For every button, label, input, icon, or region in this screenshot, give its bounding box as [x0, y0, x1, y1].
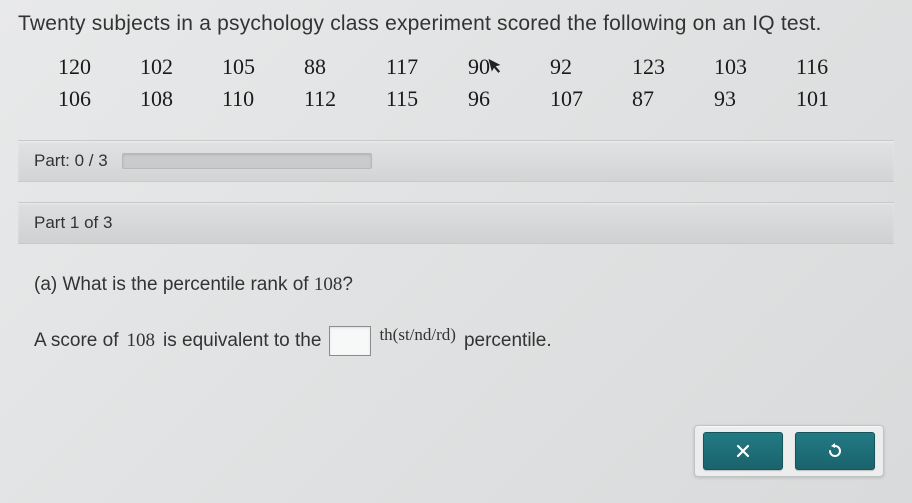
ordinal-suffix: th(st/nd/rd) — [379, 325, 456, 345]
answer-sentence: A score of 108 is equivalent to the th(s… — [34, 326, 878, 356]
data-cell: 112 — [304, 86, 386, 112]
answer-score: 108 — [127, 330, 156, 352]
data-cell: 88 — [304, 54, 386, 80]
data-cell: 106 — [58, 86, 140, 112]
answer-pre2: is equivalent to the — [163, 330, 321, 352]
progress-bar-section: Part: 0 / 3 — [18, 140, 894, 182]
data-cell: 116 — [796, 54, 878, 80]
subq-prefix: (a) What is the percentile rank of — [34, 274, 314, 295]
data-cell: 120 — [58, 54, 140, 80]
section-header: Part 1 of 3 — [18, 202, 894, 244]
sub-question-a: (a) What is the percentile rank of 108? — [34, 274, 878, 296]
undo-icon — [826, 442, 844, 460]
data-cell: 123 — [632, 54, 714, 80]
subq-suffix: ? — [342, 274, 353, 295]
clear-button[interactable] — [703, 432, 783, 470]
data-cell: 87 — [632, 86, 714, 112]
data-cell: 103 — [714, 54, 796, 80]
action-button-group — [694, 425, 884, 477]
data-row-1: 106 108 110 112 115 96 107 87 93 101 — [58, 86, 894, 112]
data-row-0: 120 102 105 88 117 90 92 123 103 116 — [58, 54, 894, 80]
data-cell: 96 — [468, 86, 550, 112]
data-cell: 102 — [140, 54, 222, 80]
data-cell: 107 — [550, 86, 632, 112]
data-cell: 92 — [550, 54, 632, 80]
data-cell: 110 — [222, 86, 304, 112]
progress-track — [122, 153, 372, 169]
progress-label: Part: 0 / 3 — [34, 151, 108, 171]
percentile-input[interactable] — [329, 326, 371, 356]
cursor-icon — [487, 55, 506, 81]
data-cell: 117 — [386, 54, 468, 80]
reset-button[interactable] — [795, 432, 875, 470]
data-cell: 105 — [222, 54, 304, 80]
close-icon — [735, 443, 751, 459]
data-cell: 90 — [468, 54, 550, 80]
data-cell: 101 — [796, 86, 878, 112]
question-text: Twenty subjects in a psychology class ex… — [18, 12, 894, 36]
data-cell: 115 — [386, 86, 468, 112]
data-cell: 93 — [714, 86, 796, 112]
subq-value: 108 — [314, 274, 343, 295]
answer-post: percentile. — [464, 330, 552, 352]
answer-pre1: A score of — [34, 330, 119, 352]
iq-data-table: 120 102 105 88 117 90 92 123 103 116 106… — [58, 54, 894, 112]
data-cell: 108 — [140, 86, 222, 112]
